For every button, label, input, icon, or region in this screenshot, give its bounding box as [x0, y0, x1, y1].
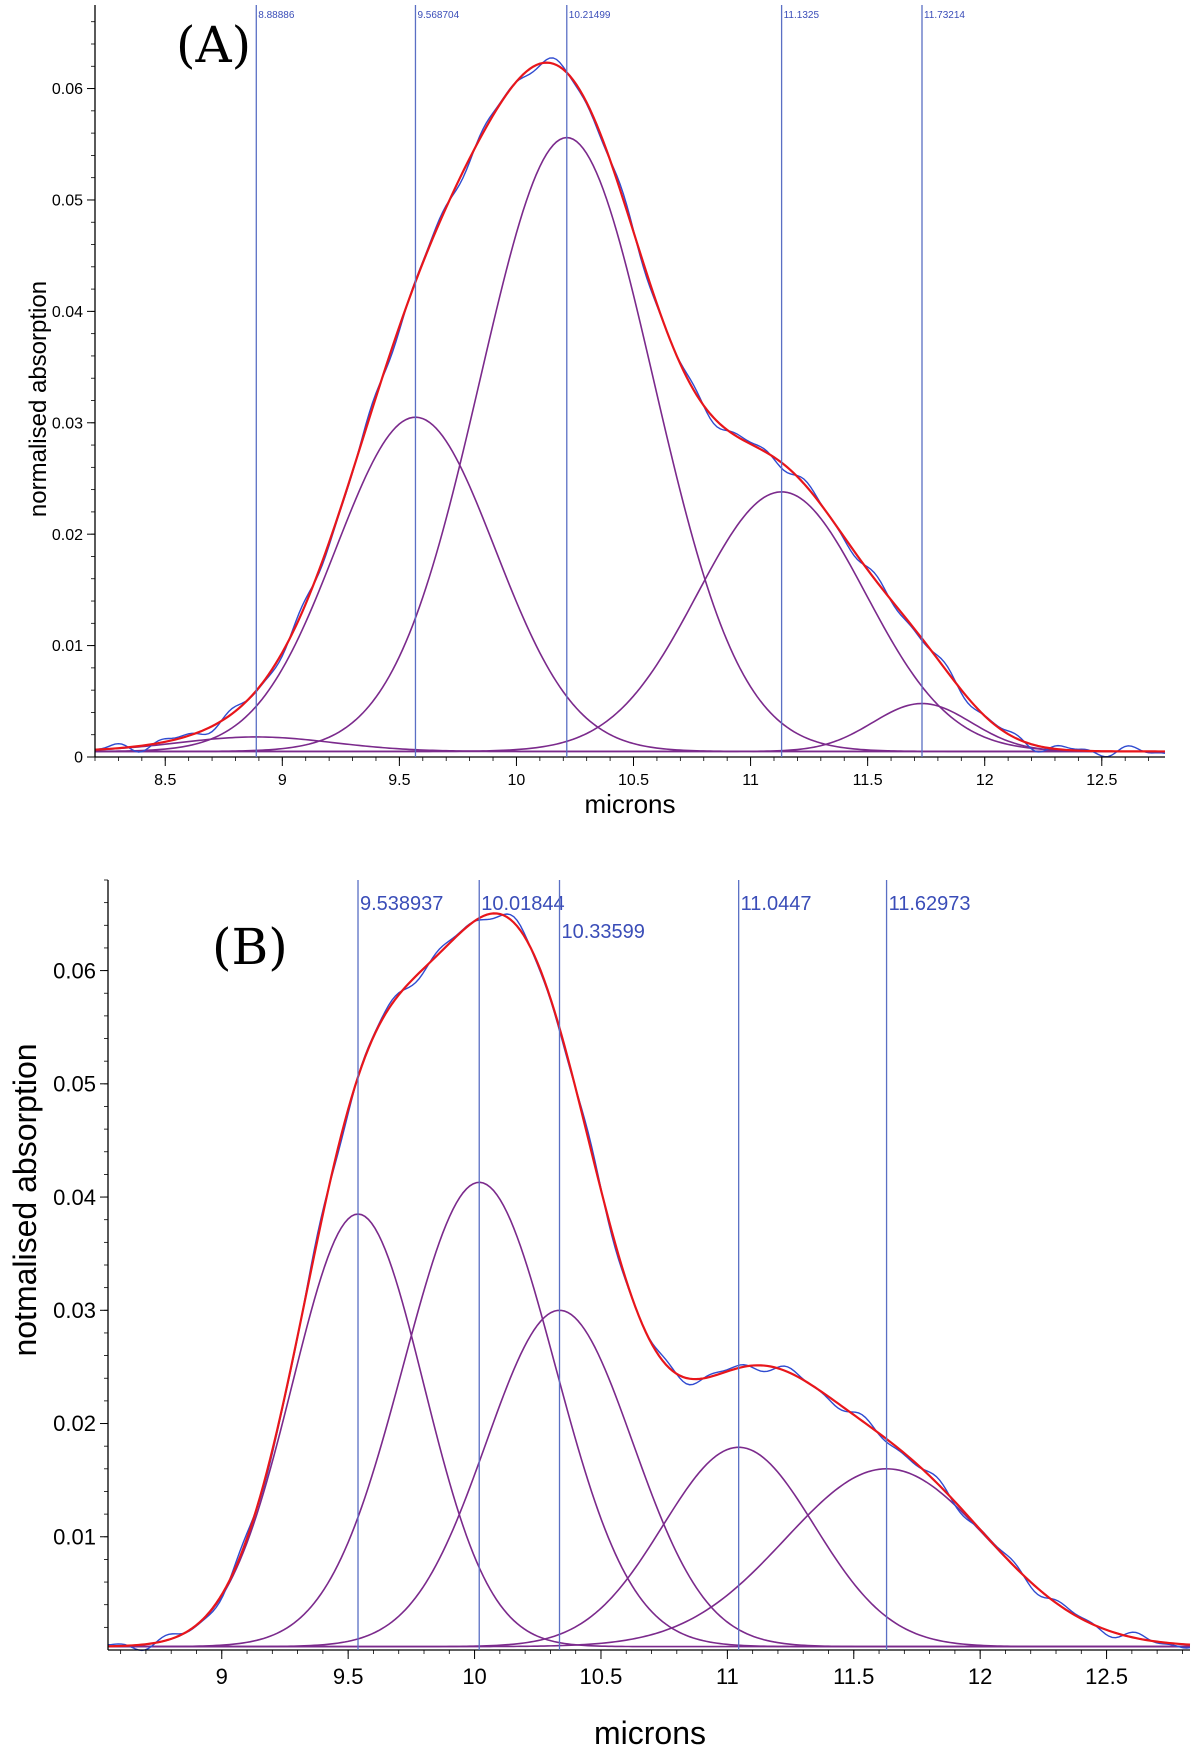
component-curves — [94, 136, 1165, 753]
y-tick-label: 0.04 — [52, 304, 83, 321]
x-tick-label: 12 — [976, 772, 994, 789]
y-tick-label: 0.03 — [53, 1298, 96, 1323]
y-tick-label: 0.05 — [53, 1072, 96, 1097]
component-curves — [107, 1181, 1191, 1648]
x-tick-label: 11.5 — [833, 1664, 874, 1689]
component-curve-2 — [94, 416, 1165, 753]
peak-markers: 8.88886 9.568704 10.21499 11.1325 11.73214 — [255, 5, 965, 757]
y-tick-label: 0.04 — [53, 1185, 96, 1210]
x-tick-label: 11 — [716, 1664, 739, 1689]
x-axis-label: microns — [594, 1715, 706, 1751]
fit-total-curve — [94, 57, 1166, 758]
x-tick-label: 10 — [462, 1664, 486, 1689]
x-tick-label: 12.5 — [1085, 1664, 1128, 1689]
panel-a: 8.5 9 9.5 10 10.5 11 11.5 12 12.5 0 0.01 0.02 0.03 0.… — [25, 5, 1166, 819]
y-tick-label: 0.02 — [52, 527, 83, 544]
peak-marker-label: 11.62973 — [889, 893, 971, 915]
component-curve-3 — [108, 1309, 1190, 1648]
x-tick-label: 9.5 — [388, 772, 410, 789]
y-axis-label: notmalised absorption — [7, 1043, 43, 1356]
peak-marker-label: 11.73214 — [924, 10, 965, 21]
x-tick-label: 9.5 — [333, 1664, 364, 1689]
component-curve-3 — [95, 136, 1165, 753]
x-tick-label: 8.5 — [154, 772, 176, 789]
component-curve-4 — [95, 491, 1165, 753]
peak-marker-label: 11.1325 — [784, 10, 820, 21]
y-tick-label: 0.01 — [52, 638, 83, 655]
x-tick-label: 10.5 — [618, 772, 649, 789]
x-axis-label: microns — [584, 789, 675, 819]
y-tick-label: 0.05 — [52, 193, 83, 210]
y-tick-label: 0.01 — [53, 1524, 96, 1549]
measured-spectrum — [94, 57, 1166, 758]
y-tick-label: 0.03 — [52, 415, 83, 432]
peak-marker-label: 9.568704 — [417, 10, 459, 21]
fit-total-line — [107, 912, 1191, 1648]
x-tick-label: 12 — [968, 1664, 992, 1689]
peak-marker-label: 9.538937 — [360, 893, 443, 915]
x-tick-label: 9 — [216, 1664, 228, 1689]
x-tick-label: 10 — [508, 772, 526, 789]
component-curve-4 — [108, 1446, 1190, 1648]
x-tick-label: 11.5 — [853, 772, 883, 789]
peak-marker-label: 11.0447 — [741, 893, 812, 915]
y-tick-label: 0.06 — [53, 958, 96, 983]
component-curve-5 — [108, 1468, 1191, 1648]
peak-markers: 9.538937 10.01844 10.33599 11.0447 11.62973 — [357, 880, 971, 1650]
fit-total-line — [94, 61, 1165, 753]
x-tick-label: 11 — [742, 772, 759, 789]
measured-spectrum — [107, 913, 1191, 1652]
component-curve-2 — [108, 1181, 1190, 1648]
peak-marker-label: 10.33599 — [562, 921, 645, 943]
peak-marker-label: 10.01844 — [481, 893, 564, 915]
component-curve-5 — [95, 702, 1165, 753]
peak-marker-label: 10.21499 — [569, 10, 611, 21]
y-tick-label: 0.02 — [53, 1411, 96, 1436]
x-tick-label: 9 — [278, 772, 287, 789]
y-tick-label: 0 — [74, 750, 83, 767]
peak-marker-label: 8.88886 — [258, 10, 295, 21]
panel-label: (B) — [212, 918, 288, 976]
y-tick-label: 0.06 — [52, 81, 83, 98]
panel-label: (A) — [176, 16, 251, 74]
y-axis-label: normalised absorption — [25, 281, 52, 517]
x-tick-label: 12.5 — [1086, 772, 1117, 789]
panel-b: 9 9.5 10 10.5 11 11.5 12 12.5 0.01 0.02 0.03 0.04 0.… — [7, 879, 1191, 1751]
fit-total-curve — [107, 912, 1191, 1652]
x-tick-label: 10.5 — [580, 1664, 623, 1689]
